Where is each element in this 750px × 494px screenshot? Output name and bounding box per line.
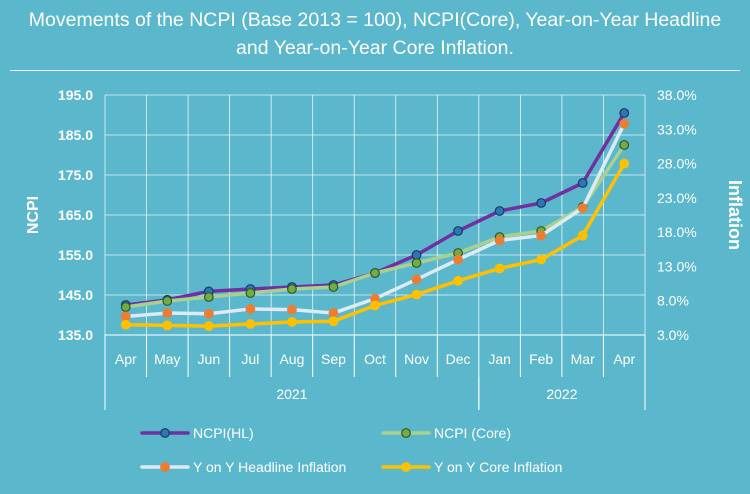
data-point-3 [494, 263, 505, 274]
chart-title-line2: and Year-on-Year Core Inflation. [236, 37, 514, 59]
data-point-3 [536, 254, 547, 265]
data-point-2 [120, 311, 131, 322]
data-point-2 [245, 304, 256, 314]
x-tick-label: Jun [198, 351, 221, 367]
data-point-2 [619, 118, 630, 129]
legend-swatch-marker [160, 462, 170, 472]
data-point-3 [287, 317, 297, 327]
data-point-1 [203, 292, 214, 302]
series-line-1 [124, 143, 626, 309]
chart-title-line1: Movements of the NCPI (Base 2013 = 100),… [28, 9, 722, 31]
y2-tick-label: 13.0% [657, 258, 697, 274]
data-point-1 [328, 282, 339, 292]
y-axis-title: NCPI [25, 196, 42, 234]
data-point-0 [577, 178, 588, 188]
data-point-1 [120, 302, 131, 312]
y2-tick-label: 3.0% [657, 327, 689, 343]
data-point-2 [494, 235, 505, 246]
legend-swatch-marker [160, 428, 170, 438]
data-point-0 [411, 250, 422, 260]
data-point-2 [203, 308, 214, 319]
data-point-1 [245, 288, 256, 298]
x-tick-label: May [154, 351, 180, 367]
legend-label: NCPI (Core) [434, 425, 511, 441]
data-point-2 [577, 203, 588, 214]
data-point-0 [453, 226, 463, 236]
data-point-3 [411, 289, 422, 300]
data-point-0 [536, 198, 547, 208]
x-tick-label: Oct [364, 351, 386, 367]
data-point-3 [120, 319, 131, 330]
x-tick-label: Aug [279, 351, 304, 367]
title-divider [10, 70, 740, 71]
x-tick-label: Dec [446, 351, 471, 367]
y-tick-label: 175.0 [58, 167, 93, 183]
legend-label: Y on Y Core Inflation [434, 459, 562, 475]
y-tick-label: 135.0 [58, 327, 93, 343]
year-group-label: 2022 [546, 386, 577, 402]
data-point-1 [411, 258, 422, 268]
x-tick-label: Mar [571, 351, 595, 367]
data-point-3 [203, 321, 214, 331]
x-tick-label: Feb [529, 351, 553, 367]
x-tick-label: Sep [321, 351, 346, 367]
legend-swatch-marker [401, 462, 411, 472]
data-point-0 [619, 108, 630, 118]
data-point-3 [577, 230, 588, 241]
year-group-label: 2021 [276, 386, 307, 402]
data-point-2 [536, 230, 547, 241]
legend-label: NCPI(HL) [193, 425, 254, 441]
data-point-1 [287, 284, 297, 294]
y2-tick-label: 33.0% [657, 121, 697, 137]
x-tick-label: Apr [613, 351, 635, 367]
y-tick-label: 145.0 [58, 287, 93, 303]
data-point-3 [245, 319, 256, 329]
data-point-2 [162, 308, 173, 318]
x-tick-label: Jan [488, 351, 511, 367]
y-tick-label: 155.0 [58, 247, 93, 263]
y2-tick-label: 28.0% [657, 156, 697, 172]
data-point-3 [370, 300, 380, 311]
data-point-3 [162, 320, 173, 331]
y-tick-label: 195.0 [58, 87, 93, 103]
series-line-2 [124, 122, 626, 319]
data-point-3 [328, 316, 339, 327]
y2-tick-label: 18.0% [657, 224, 697, 240]
data-point-1 [370, 268, 380, 278]
y2-tick-label: 8.0% [657, 293, 689, 309]
y2-tick-label: 38.0% [657, 87, 697, 103]
data-point-3 [453, 275, 463, 286]
y-tick-label: 165.0 [58, 207, 93, 223]
data-point-1 [619, 140, 630, 150]
data-point-3 [619, 158, 630, 169]
y2-tick-label: 23.0% [657, 190, 697, 206]
data-point-1 [162, 296, 173, 306]
y-tick-label: 185.0 [58, 127, 93, 143]
data-point-0 [494, 206, 505, 216]
x-tick-label: Apr [115, 351, 137, 367]
legend-swatch-marker [401, 428, 411, 438]
data-point-2 [287, 304, 297, 315]
x-tick-label: Jul [241, 351, 259, 367]
legend-label: Y on Y Headline Inflation [193, 459, 346, 475]
data-point-2 [328, 308, 339, 318]
data-point-2 [453, 254, 463, 265]
y2-axis-title: Inflation [725, 180, 745, 250]
data-point-2 [411, 274, 422, 285]
x-tick-label: Nov [404, 351, 429, 367]
